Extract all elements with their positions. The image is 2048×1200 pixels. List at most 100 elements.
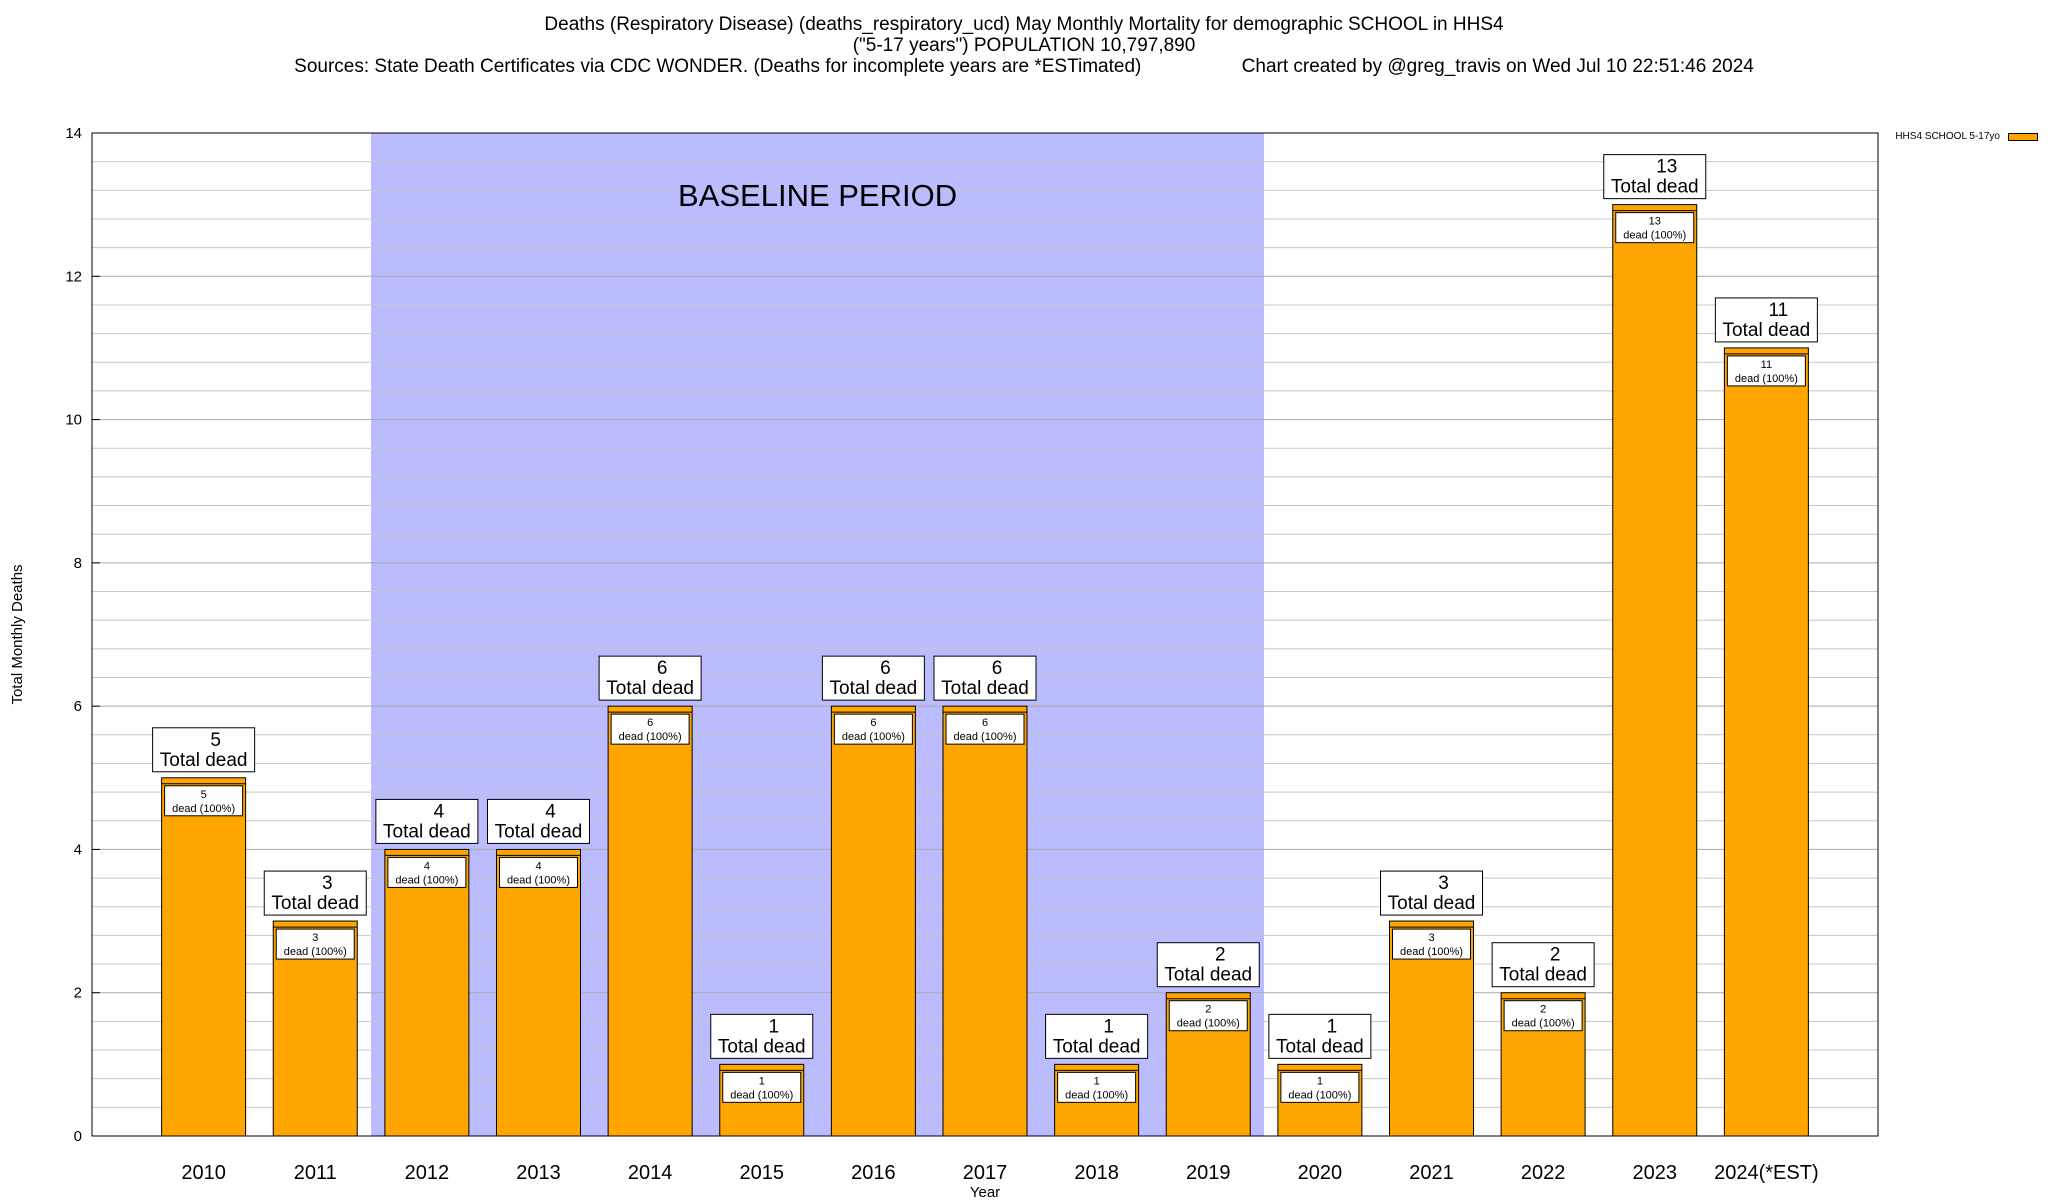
total-label-value: 4 [434,801,445,822]
total-label-value: 3 [1438,873,1449,894]
x-tick-label: 2024(*EST) [1714,1162,1819,1184]
total-label-text: Total dead [1611,177,1699,198]
inner-label-box [275,928,355,960]
inner-label-text: dead (100%) [1623,230,1686,242]
inner-label-value: 11 [1761,359,1772,371]
total-label-box [710,1013,814,1059]
total-label-box [1603,154,1707,200]
total-label-text: Total dead [1723,320,1811,341]
x-tick-label: 2013 [516,1162,561,1184]
x-tick-label: 2021 [1409,1162,1454,1184]
inner-label-box [1057,1071,1137,1103]
bar [1612,204,1698,1137]
total-label-text: Total dead [271,893,359,914]
x-tick-label: 2023 [1633,1162,1678,1184]
inner-label-text: dead (100%) [507,874,570,886]
x-tick-label: 2022 [1521,1162,1566,1184]
total-label-value: 1 [1327,1016,1338,1037]
total-label-box [487,798,590,844]
total-label-box [1714,297,1818,343]
total-label-text: Total dead [830,678,918,699]
total-label-value: 2 [1550,945,1561,966]
legend: HHS4 SCHOOL 5-17yo [1895,131,2038,142]
y-tick-label: 6 [74,698,82,715]
total-label-value: 2 [1215,945,1226,966]
chart-sources: Sources: State Death Certificates via CD… [294,56,1142,77]
x-axis-label: Year [970,1184,1000,1200]
x-tick-label: 2014 [628,1162,673,1184]
legend-label: HHS4 SCHOOL 5-17yo [1895,131,2000,142]
total-label-text: Total dead [1499,965,1587,986]
total-label-text: Total dead [1164,965,1252,986]
total-label-text: Total dead [718,1036,806,1057]
total-label-box [821,655,925,701]
inner-label-box [1726,355,1806,387]
total-label-value: 6 [657,658,668,679]
inner-label-value: 4 [424,860,430,872]
total-label-box [1045,1013,1149,1059]
inner-label-value: 4 [535,860,541,872]
total-label-box [375,798,479,844]
y-tick-label: 0 [74,1128,82,1145]
inner-label-text: dead (100%) [954,731,1017,743]
total-label-value: 11 [1769,300,1789,321]
bar [942,705,1028,1137]
x-tick-label: 2016 [851,1162,896,1184]
inner-label-value: 5 [201,789,207,801]
total-label-text: Total dead [495,821,583,842]
x-tick-label: 2015 [740,1162,785,1184]
total-label-text: Total dead [1053,1036,1141,1057]
bar [496,848,581,1137]
inner-label-box [722,1071,802,1103]
total-label-value: 4 [545,801,556,822]
total-label-value: 1 [768,1016,779,1037]
inner-label-text: dead (100%) [284,946,347,958]
inner-label-text: dead (100%) [1177,1018,1240,1030]
inner-label-value: 1 [759,1075,765,1087]
total-label-text: Total dead [160,750,248,771]
total-label-text: Total dead [606,678,694,699]
inner-label-text: dead (100%) [619,731,682,743]
bar [384,848,470,1137]
inner-label-text: dead (100%) [395,874,458,886]
total-label-text: Total dead [383,821,471,842]
inner-label-value: 1 [1094,1075,1100,1087]
inner-label-box [499,856,578,888]
inner-label-box [1615,212,1695,244]
total-label-text: Total dead [941,678,1029,699]
total-label-box [1268,1013,1372,1059]
x-tick-label: 2020 [1298,1162,1343,1184]
y-tick-label: 14 [65,125,82,142]
inner-label-box [945,713,1025,745]
inner-label-text: dead (100%) [730,1089,793,1101]
baseline-period-label: BASELINE PERIOD [678,178,957,213]
total-label-box [263,870,367,916]
bar [830,705,916,1137]
bar [1723,347,1809,1137]
inner-label-text: dead (100%) [172,803,235,815]
total-label-box [1380,870,1483,916]
inner-label-value: 3 [1428,932,1434,944]
total-label-text: Total dead [1276,1036,1364,1057]
inner-label-box [610,713,690,745]
y-tick-label: 10 [65,412,82,429]
total-label-value: 3 [322,873,333,894]
inner-label-box [387,856,467,888]
inner-label-text: dead (100%) [1288,1089,1351,1101]
inner-label-value: 2 [1540,1004,1546,1016]
x-tick-label: 2017 [963,1162,1008,1184]
x-tick-label: 2018 [1074,1162,1119,1184]
inner-label-box [164,785,244,817]
inner-label-box [1392,928,1471,960]
inner-label-text: dead (100%) [842,731,905,743]
total-label-box [152,727,256,773]
inner-label-text: dead (100%) [1065,1089,1128,1101]
y-tick-label: 2 [74,985,82,1002]
inner-label-box [1503,1000,1583,1032]
total-label-box [1156,942,1260,988]
inner-label-box [1168,1000,1248,1032]
inner-label-box [833,713,913,745]
total-label-box [1491,942,1595,988]
total-label-text: Total dead [1388,893,1476,914]
